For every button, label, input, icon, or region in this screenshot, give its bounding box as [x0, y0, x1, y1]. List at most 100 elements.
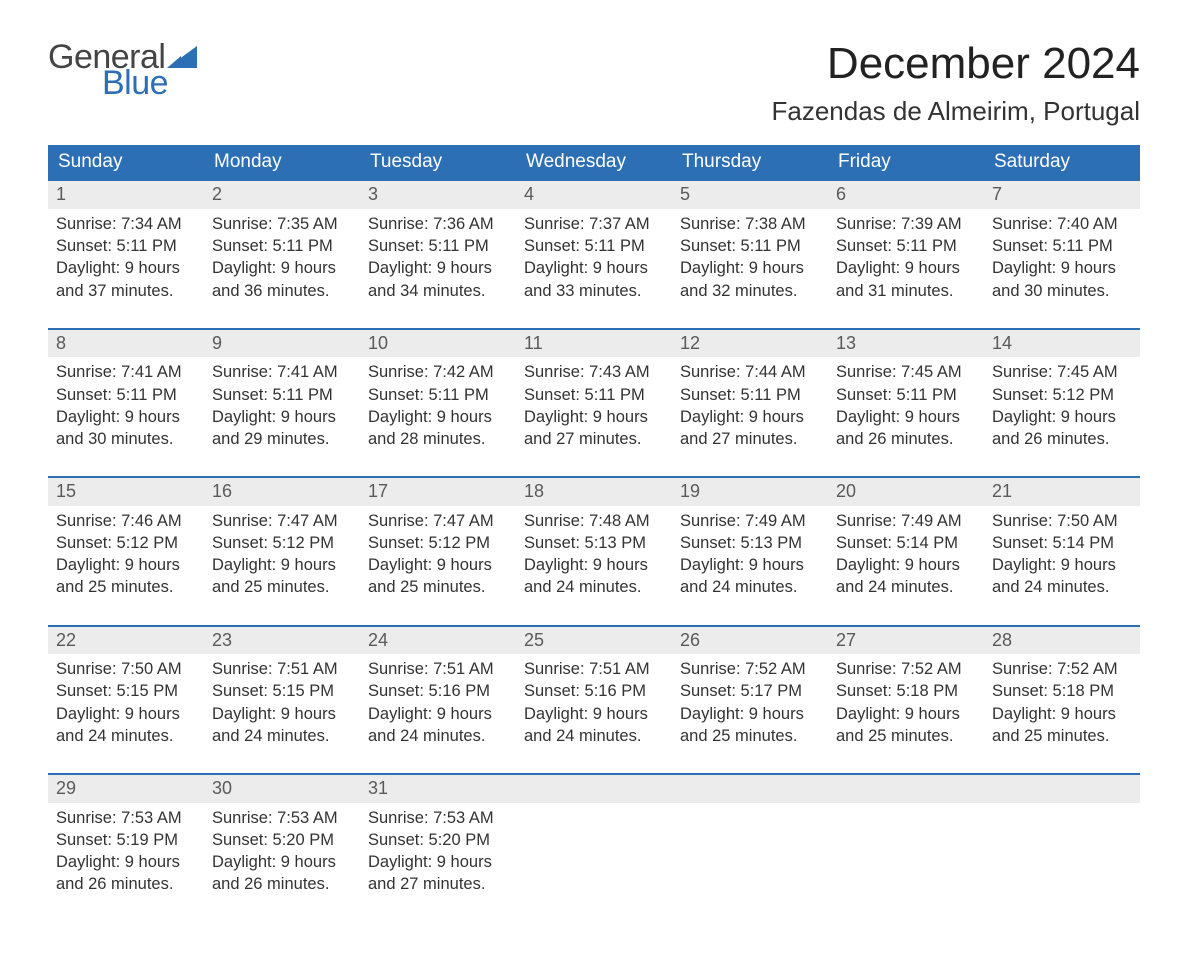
sunrise-line: Sunrise: 7:45 AM — [992, 361, 1132, 383]
calendar-day-cell: 10Sunrise: 7:42 AMSunset: 5:11 PMDayligh… — [360, 329, 516, 477]
sunrise-line: Sunrise: 7:48 AM — [524, 510, 664, 532]
sunrise-line: Sunrise: 7:45 AM — [836, 361, 976, 383]
calendar-day-cell: 7Sunrise: 7:40 AMSunset: 5:11 PMDaylight… — [984, 180, 1140, 328]
sunset-line: Sunset: 5:11 PM — [992, 235, 1132, 257]
day-number: 7 — [984, 181, 1140, 208]
daylight-line: Daylight: 9 hours and 25 minutes. — [56, 554, 196, 599]
day-number: 10 — [360, 330, 516, 357]
calendar-day-cell: 23Sunrise: 7:51 AMSunset: 5:15 PMDayligh… — [204, 626, 360, 774]
day-details: Sunrise: 7:40 AMSunset: 5:11 PMDaylight:… — [984, 209, 1140, 328]
day-number: 26 — [672, 627, 828, 654]
sunset-line: Sunset: 5:18 PM — [992, 680, 1132, 702]
sunset-line: Sunset: 5:12 PM — [368, 532, 508, 554]
sunset-line: Sunset: 5:12 PM — [212, 532, 352, 554]
day-number: 3 — [360, 181, 516, 208]
day-number: 13 — [828, 330, 984, 357]
sunset-line: Sunset: 5:19 PM — [56, 829, 196, 851]
daylight-line: Daylight: 9 hours and 32 minutes. — [680, 257, 820, 302]
sunrise-line: Sunrise: 7:36 AM — [368, 213, 508, 235]
calendar-table: SundayMondayTuesdayWednesdayThursdayFrid… — [48, 145, 1140, 921]
daylight-line: Daylight: 9 hours and 24 minutes. — [680, 554, 820, 599]
calendar-day-cell: 30Sunrise: 7:53 AMSunset: 5:20 PMDayligh… — [204, 774, 360, 921]
sunrise-line: Sunrise: 7:51 AM — [212, 658, 352, 680]
calendar-day-cell: 26Sunrise: 7:52 AMSunset: 5:17 PMDayligh… — [672, 626, 828, 774]
calendar-day-cell: 17Sunrise: 7:47 AMSunset: 5:12 PMDayligh… — [360, 477, 516, 625]
day-details: Sunrise: 7:36 AMSunset: 5:11 PMDaylight:… — [360, 209, 516, 328]
daylight-line: Daylight: 9 hours and 25 minutes. — [368, 554, 508, 599]
sunset-line: Sunset: 5:11 PM — [680, 235, 820, 257]
weekday-header: Wednesday — [516, 145, 672, 180]
calendar-day-cell: 20Sunrise: 7:49 AMSunset: 5:14 PMDayligh… — [828, 477, 984, 625]
sunrise-line: Sunrise: 7:51 AM — [524, 658, 664, 680]
day-details: Sunrise: 7:52 AMSunset: 5:17 PMDaylight:… — [672, 654, 828, 773]
day-details: Sunrise: 7:38 AMSunset: 5:11 PMDaylight:… — [672, 209, 828, 328]
day-number-band-empty — [828, 775, 984, 802]
day-details: Sunrise: 7:47 AMSunset: 5:12 PMDaylight:… — [360, 506, 516, 625]
sunset-line: Sunset: 5:16 PM — [524, 680, 664, 702]
location-subtitle: Fazendas de Almeirim, Portugal — [771, 96, 1140, 127]
weekday-header: Saturday — [984, 145, 1140, 180]
sunrise-line: Sunrise: 7:52 AM — [680, 658, 820, 680]
day-details: Sunrise: 7:49 AMSunset: 5:14 PMDaylight:… — [828, 506, 984, 625]
weekday-header: Monday — [204, 145, 360, 180]
sunset-line: Sunset: 5:11 PM — [368, 384, 508, 406]
daylight-line: Daylight: 9 hours and 27 minutes. — [680, 406, 820, 451]
sunrise-line: Sunrise: 7:39 AM — [836, 213, 976, 235]
day-number-band-empty — [672, 775, 828, 802]
sunrise-line: Sunrise: 7:53 AM — [212, 807, 352, 829]
sunrise-line: Sunrise: 7:41 AM — [56, 361, 196, 383]
sunrise-line: Sunrise: 7:43 AM — [524, 361, 664, 383]
sunrise-line: Sunrise: 7:34 AM — [56, 213, 196, 235]
day-details: Sunrise: 7:51 AMSunset: 5:15 PMDaylight:… — [204, 654, 360, 773]
calendar-day-cell: 1Sunrise: 7:34 AMSunset: 5:11 PMDaylight… — [48, 180, 204, 328]
day-number-band-empty — [516, 775, 672, 802]
calendar-week-row: 15Sunrise: 7:46 AMSunset: 5:12 PMDayligh… — [48, 477, 1140, 625]
logo: General Blue — [48, 40, 197, 100]
sunrise-line: Sunrise: 7:40 AM — [992, 213, 1132, 235]
day-number: 11 — [516, 330, 672, 357]
sunset-line: Sunset: 5:11 PM — [56, 384, 196, 406]
daylight-line: Daylight: 9 hours and 24 minutes. — [368, 703, 508, 748]
calendar-day-cell — [828, 774, 984, 921]
weekday-header: Thursday — [672, 145, 828, 180]
calendar-day-cell: 16Sunrise: 7:47 AMSunset: 5:12 PMDayligh… — [204, 477, 360, 625]
weekday-header-row: SundayMondayTuesdayWednesdayThursdayFrid… — [48, 145, 1140, 180]
day-details: Sunrise: 7:49 AMSunset: 5:13 PMDaylight:… — [672, 506, 828, 625]
day-details: Sunrise: 7:53 AMSunset: 5:20 PMDaylight:… — [204, 803, 360, 922]
daylight-line: Daylight: 9 hours and 33 minutes. — [524, 257, 664, 302]
day-details: Sunrise: 7:50 AMSunset: 5:14 PMDaylight:… — [984, 506, 1140, 625]
weekday-header: Tuesday — [360, 145, 516, 180]
sunrise-line: Sunrise: 7:44 AM — [680, 361, 820, 383]
calendar-day-cell — [672, 774, 828, 921]
title-block: December 2024 Fazendas de Almeirim, Port… — [771, 40, 1140, 127]
daylight-line: Daylight: 9 hours and 37 minutes. — [56, 257, 196, 302]
sunset-line: Sunset: 5:11 PM — [56, 235, 196, 257]
calendar-day-cell: 31Sunrise: 7:53 AMSunset: 5:20 PMDayligh… — [360, 774, 516, 921]
daylight-line: Daylight: 9 hours and 24 minutes. — [212, 703, 352, 748]
daylight-line: Daylight: 9 hours and 25 minutes. — [836, 703, 976, 748]
day-details: Sunrise: 7:41 AMSunset: 5:11 PMDaylight:… — [48, 357, 204, 476]
calendar-day-cell: 22Sunrise: 7:50 AMSunset: 5:15 PMDayligh… — [48, 626, 204, 774]
sunrise-line: Sunrise: 7:35 AM — [212, 213, 352, 235]
sunrise-line: Sunrise: 7:53 AM — [368, 807, 508, 829]
sunrise-line: Sunrise: 7:47 AM — [368, 510, 508, 532]
daylight-line: Daylight: 9 hours and 30 minutes. — [56, 406, 196, 451]
day-number: 31 — [360, 775, 516, 802]
daylight-line: Daylight: 9 hours and 24 minutes. — [524, 554, 664, 599]
daylight-line: Daylight: 9 hours and 36 minutes. — [212, 257, 352, 302]
day-details: Sunrise: 7:43 AMSunset: 5:11 PMDaylight:… — [516, 357, 672, 476]
sunset-line: Sunset: 5:11 PM — [368, 235, 508, 257]
day-number: 29 — [48, 775, 204, 802]
daylight-line: Daylight: 9 hours and 30 minutes. — [992, 257, 1132, 302]
calendar-day-cell — [516, 774, 672, 921]
sunset-line: Sunset: 5:12 PM — [992, 384, 1132, 406]
calendar-day-cell: 27Sunrise: 7:52 AMSunset: 5:18 PMDayligh… — [828, 626, 984, 774]
calendar-day-cell: 12Sunrise: 7:44 AMSunset: 5:11 PMDayligh… — [672, 329, 828, 477]
day-number: 30 — [204, 775, 360, 802]
calendar-day-cell: 3Sunrise: 7:36 AMSunset: 5:11 PMDaylight… — [360, 180, 516, 328]
daylight-line: Daylight: 9 hours and 26 minutes. — [992, 406, 1132, 451]
daylight-line: Daylight: 9 hours and 27 minutes. — [368, 851, 508, 896]
sunrise-line: Sunrise: 7:38 AM — [680, 213, 820, 235]
day-number: 19 — [672, 478, 828, 505]
day-number: 4 — [516, 181, 672, 208]
